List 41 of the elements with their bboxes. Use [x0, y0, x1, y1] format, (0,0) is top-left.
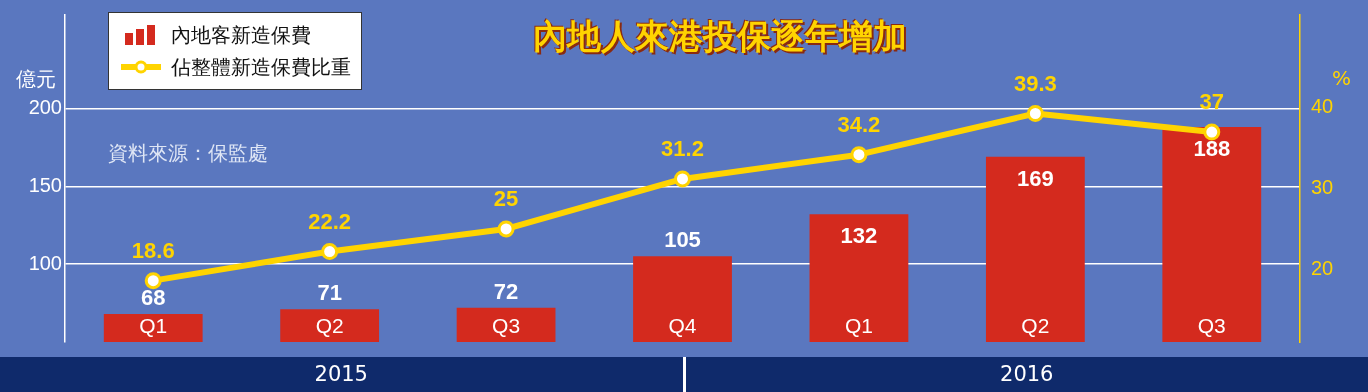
- point: [321, 243, 339, 261]
- x-tick-label: Q2: [315, 314, 344, 338]
- data-label: 37: [1199, 89, 1225, 115]
- legend-label: 內地客新造保費: [171, 21, 311, 49]
- data-label: 39.3: [1013, 70, 1057, 96]
- data-label: 188: [1193, 136, 1231, 162]
- data-label: 68: [140, 285, 166, 311]
- data-label: 105: [664, 227, 701, 253]
- x-tick-label: Q3: [1197, 314, 1226, 338]
- year-band: 2015 2016: [0, 357, 1368, 392]
- x-tick-label: Q1: [139, 314, 168, 338]
- y2-axis-title: %: [1332, 66, 1352, 90]
- x-tick-label: Q1: [844, 314, 873, 338]
- data-label: 22.2: [308, 208, 352, 234]
- point: [1026, 105, 1044, 122]
- y2-tick-label: 20: [1311, 256, 1334, 279]
- x-tick-label: Q2: [1021, 314, 1050, 338]
- y-axis-title: 億元: [16, 66, 56, 93]
- x-tick-label: Q3: [492, 314, 521, 338]
- data-label: 34.2: [837, 111, 881, 137]
- data-label: 169: [1017, 165, 1054, 191]
- point: [1203, 123, 1221, 141]
- y-tick-label: 150: [28, 173, 62, 196]
- y2-tick-label: 40: [1311, 95, 1334, 118]
- annotation: 資料來源：保監處: [108, 141, 268, 166]
- data-label: 18.6: [131, 237, 175, 263]
- point: [144, 272, 162, 290]
- data-label: 31.2: [661, 135, 704, 161]
- y2-tick-label: 30: [1311, 176, 1334, 199]
- data-label: 132: [840, 223, 878, 249]
- y-tick-label: 100: [28, 251, 62, 274]
- data-label: 71: [317, 280, 342, 306]
- data-label: 72: [493, 278, 519, 304]
- y-tick-label: 200: [28, 95, 62, 118]
- data-label: 25: [493, 186, 519, 212]
- point: [497, 220, 515, 238]
- chart-title: 內地人來港投保逐年增加: [532, 15, 908, 58]
- point: [674, 170, 691, 188]
- legend-label: 佔整體新造保費比重: [171, 53, 351, 81]
- x-tick-label: Q4: [668, 314, 697, 338]
- point: [850, 146, 868, 164]
